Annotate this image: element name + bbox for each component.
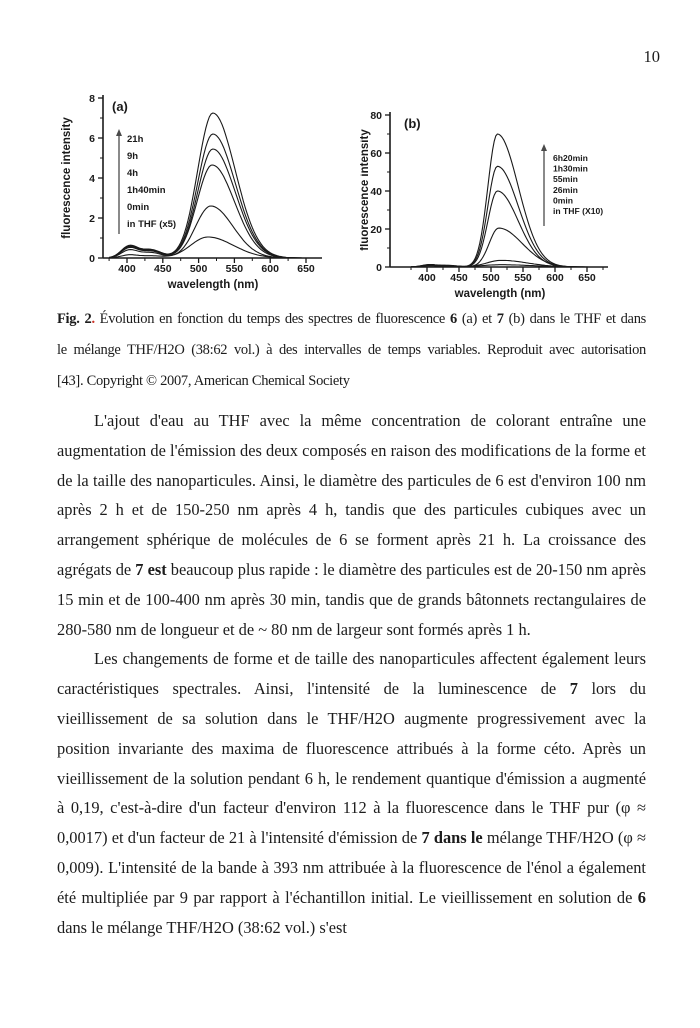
text-segment: 7 dans le	[421, 828, 483, 848]
svg-text:wavelength (nm): wavelength (nm)	[167, 279, 259, 291]
fluorescence-chart-b: 400 450 500 550 600 650 0 20 40 60 80 wavelength (n…	[360, 110, 608, 300]
spectrum-curve-9h	[108, 133, 321, 259]
text-segment: (a) et	[456, 311, 497, 327]
caption-line: [43]. Copyright © 2007, American Chemica…	[57, 366, 646, 397]
svg-text:wavelength (nm): wavelength (nm)	[454, 288, 546, 300]
svg-text:6h20min: 6h20min	[553, 153, 588, 163]
text-segment: 7	[569, 679, 578, 699]
page-number: 10	[643, 47, 661, 66]
text-segment: Les changements de forme et de taille de…	[57, 649, 646, 699]
svg-text:2: 2	[89, 213, 95, 225]
text-segment: 6	[637, 887, 646, 907]
text-segment: .	[91, 311, 95, 327]
svg-text:550: 550	[514, 272, 532, 284]
spectrum-curve-55min	[410, 190, 607, 268]
figure-2: 400 450 500 550 600 650 0 2 4 6 8 wavelength (nm) fl…	[60, 84, 664, 310]
svg-text:9h: 9h	[127, 151, 138, 162]
caption-line: le mélange THF/H2O (38:62 vol.) à des in…	[57, 335, 646, 366]
fluorescence-chart-a: 400 450 500 550 600 650 0 2 4 6 8 wavelength (nm) fl…	[61, 93, 322, 291]
paragraph: Les changements de forme et de taille de…	[57, 644, 646, 942]
svg-text:450: 450	[154, 263, 172, 275]
svg-text:0min: 0min	[553, 195, 573, 205]
svg-text:(b): (b)	[404, 116, 421, 131]
svg-text:fluorescence intensity: fluorescence intensity	[360, 129, 371, 251]
svg-text:450: 450	[450, 272, 468, 284]
svg-text:500: 500	[190, 263, 208, 275]
svg-text:in THF (x5): in THF (x5)	[127, 219, 176, 230]
svg-text:4: 4	[89, 173, 95, 185]
text-segment: le mélange THF/H2O (38:62 vol.) à des in…	[57, 342, 646, 358]
svg-text:1h40min: 1h40min	[127, 185, 166, 196]
figure-caption: Fig. 2. Évolution en fonction du temps d…	[57, 304, 646, 397]
paragraph: L'ajout d'eau au THF avec la même concen…	[57, 406, 646, 644]
svg-text:400: 400	[418, 272, 436, 284]
svg-text:fluorescence intensity: fluorescence intensity	[61, 117, 73, 239]
text-segment: beaucoup plus rapide : le diamètre des p…	[57, 559, 646, 639]
svg-text:600: 600	[261, 263, 279, 275]
spectrum-curve-in-thf-x10-	[411, 264, 607, 268]
text-segment: mélange THF/H2O (φ ≈ 0,009). L'intensité…	[57, 828, 646, 907]
text-segment: dans le mélange THF/H2O (38:62 vol.) s'e…	[57, 917, 347, 937]
svg-text:55min: 55min	[553, 174, 578, 184]
svg-text:40: 40	[370, 186, 382, 198]
caption-line: Fig. 2. Évolution en fonction du temps d…	[57, 304, 646, 335]
svg-text:6: 6	[89, 133, 95, 145]
svg-text:80: 80	[370, 110, 382, 122]
svg-text:8: 8	[89, 93, 95, 105]
svg-text:500: 500	[482, 272, 500, 284]
spectrum-curve-in-thf-x5-	[109, 236, 321, 259]
text-segment: Évolution en fonction du temps des spect…	[94, 311, 450, 327]
text-segment: 6	[450, 311, 457, 327]
text-segment: Fig. 2	[57, 311, 92, 327]
svg-text:in THF (X10): in THF (X10)	[553, 206, 603, 216]
text-segment: 7	[496, 311, 504, 327]
svg-text:(a): (a)	[112, 99, 128, 114]
text-segment: 7 est	[135, 559, 167, 579]
svg-text:600: 600	[546, 272, 564, 284]
svg-text:26min: 26min	[553, 185, 578, 195]
svg-text:0: 0	[89, 253, 95, 265]
svg-text:1h30min: 1h30min	[553, 164, 588, 174]
text-segment: L'ajout d'eau au THF avec la même concen…	[57, 411, 646, 579]
svg-text:650: 650	[578, 272, 596, 284]
svg-text:0min: 0min	[127, 202, 149, 213]
svg-text:60: 60	[370, 148, 382, 160]
svg-text:20: 20	[370, 224, 382, 236]
svg-text:0: 0	[376, 262, 382, 274]
spectrum-curve-26min	[411, 227, 607, 268]
svg-text:400: 400	[118, 263, 136, 275]
text-segment: lors du vieillissement de sa solution da…	[57, 679, 646, 848]
text-segment: [43]. Copyright © 2007, American Chemica…	[57, 373, 350, 389]
svg-text:550: 550	[226, 263, 244, 275]
body-text: L'ajout d'eau au THF avec la même concen…	[57, 406, 646, 942]
svg-text:650: 650	[297, 263, 315, 275]
svg-text:4h: 4h	[127, 168, 138, 179]
svg-text:21h: 21h	[127, 134, 144, 145]
text-segment: (b) dans le THF et dans	[503, 311, 647, 327]
